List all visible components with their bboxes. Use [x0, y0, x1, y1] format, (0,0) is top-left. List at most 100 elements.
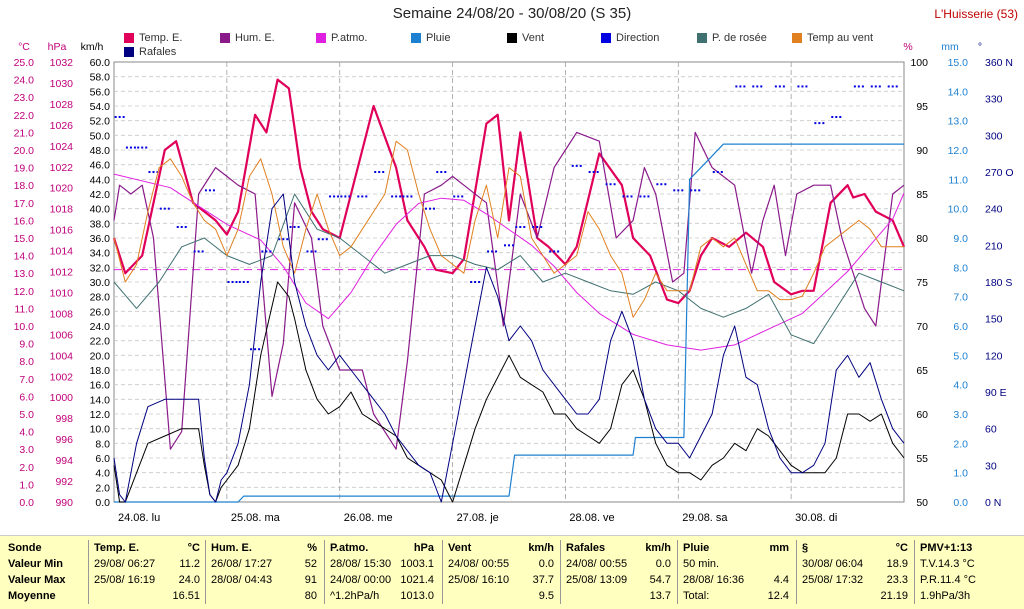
rain-axis-tick-label: 10.0	[948, 204, 969, 216]
direction-point	[436, 171, 438, 173]
direction-point	[677, 189, 679, 191]
direction-point	[168, 208, 170, 210]
direction-point	[801, 85, 803, 87]
direction-point	[580, 165, 582, 167]
legend-label: Vent	[522, 32, 544, 44]
direction-point	[854, 85, 856, 87]
direction-point	[315, 250, 317, 252]
rain-axis-tick-label: 1.0	[953, 468, 968, 480]
wind-axis-tick-label: 42.0	[90, 189, 111, 201]
stats-header-sonde: Sonde	[8, 540, 88, 556]
rain-axis-tick-label: 3.0	[953, 409, 968, 421]
direction-point	[681, 189, 683, 191]
direction-point	[391, 195, 393, 197]
direction-point	[664, 183, 666, 185]
wind-axis-tick-label: 20.0	[90, 350, 111, 362]
direction-point	[491, 250, 493, 252]
direction-point	[239, 281, 241, 283]
legend-item: Rafales	[124, 46, 176, 58]
legend-swatch	[316, 33, 326, 43]
stat-r2-time: 28/08/ 16:36	[683, 574, 744, 586]
x-tick-label: 24.08. lu	[118, 512, 160, 524]
direction-point	[756, 85, 758, 87]
direction-point	[378, 171, 380, 173]
wind-axis-tick-label: 48.0	[90, 145, 111, 157]
wind-axis-tick-label: 34.0	[90, 248, 111, 260]
rain-axis-tick-label: 4.0	[953, 380, 968, 392]
stat-min: 52	[305, 556, 317, 572]
stat-pmv-line1: T.V.14.3 °C	[920, 556, 1020, 572]
direction-point	[115, 116, 117, 118]
direction-point	[205, 189, 207, 191]
direction-point	[474, 281, 476, 283]
x-tick-label: 27.08. je	[457, 512, 499, 524]
legend-label: P.atmo.	[331, 32, 368, 44]
pressure-axis-tick-label: 1006	[50, 329, 74, 341]
direction-point	[495, 250, 497, 252]
pressure-axis-tick-label: 1022	[50, 162, 74, 174]
pressure-axis-tick-label: 1032	[50, 57, 74, 69]
temp-axis-tick-label: 18.0	[14, 180, 35, 192]
pressure-axis-tick-label: 1020	[50, 183, 74, 195]
direction-point	[399, 195, 401, 197]
direction-point	[896, 85, 898, 87]
direction-axis-tick-label: 60	[985, 424, 997, 436]
rain-axis-tick-label: 15.0	[948, 57, 969, 69]
legend-label: Hum. E.	[235, 32, 275, 44]
wind-axis-tick-label: 58.0	[90, 72, 111, 84]
wind-axis-tick-label: 18.0	[90, 365, 111, 377]
direction-unit: °	[978, 41, 982, 53]
legend-label: Direction	[616, 32, 659, 44]
temp-axis-tick-label: 21.0	[14, 127, 35, 139]
direction-point	[805, 85, 807, 87]
stats-pmv: PMV+1:13 T.V.14.3 °C P.R.11.4 °C 1.9hPa/…	[920, 540, 1020, 606]
direction-point	[209, 189, 211, 191]
rain-axis-tick-label: 6.0	[953, 321, 968, 333]
direction-point	[631, 195, 633, 197]
stat-unit: km/h	[645, 540, 671, 556]
stats-divider	[88, 540, 89, 604]
direction-point	[839, 116, 841, 118]
temp-axis-tick-label: 6.0	[19, 391, 34, 403]
temp-axis-tick-label: 9.0	[19, 339, 34, 351]
stats-divider	[324, 540, 325, 604]
stat-max-time: 24/08/ 00:00	[330, 574, 391, 586]
direction-point	[261, 250, 263, 252]
humidity-axis-tick-label: 90	[916, 145, 928, 157]
stat-max: 54.7	[650, 572, 671, 588]
legend-swatch	[601, 33, 611, 43]
legend-label: Temp au vent	[807, 32, 873, 44]
legend-item: Pluie	[411, 32, 450, 44]
stats-header-min: Valeur Min	[8, 556, 88, 572]
direction-point	[126, 147, 128, 149]
temp-axis-tick-label: 14.0	[14, 251, 35, 263]
direction-point	[374, 171, 376, 173]
direction-point	[382, 171, 384, 173]
stat-r2: 4.4	[774, 572, 789, 588]
direction-point	[254, 348, 256, 350]
direction-point	[690, 189, 692, 191]
legend-swatch	[124, 33, 134, 43]
direction-axis-tick-label: 0 N	[985, 497, 1001, 509]
stat-min-time: 26/08/ 17:27	[211, 558, 272, 570]
direction-point	[119, 116, 121, 118]
wind-axis-tick-label: 16.0	[90, 380, 111, 392]
legend-label: Pluie	[426, 32, 450, 44]
direction-point	[717, 171, 719, 173]
direction-point	[322, 238, 324, 240]
direction-point	[228, 281, 230, 283]
rain-axis-tick-label: 8.0	[953, 262, 968, 274]
stat-min: 18.9	[887, 556, 908, 572]
direction-point	[735, 85, 737, 87]
direction-axis-tick-label: 90 E	[985, 387, 1007, 399]
temp-axis-tick-label: 7.0	[19, 374, 34, 386]
direction-axis-tick-label: 210	[985, 240, 1003, 252]
temp-axis-tick-label: 22.0	[14, 110, 35, 122]
legend-label: Temp. E.	[139, 32, 182, 44]
direction-point	[160, 208, 162, 210]
wind-axis-tick-label: 32.0	[90, 262, 111, 274]
temp-axis-tick-label: 15.0	[14, 233, 35, 245]
direction-axis-tick-label: 180 S	[985, 277, 1012, 289]
direction-point	[589, 171, 591, 173]
stats-s: § °C 30/08/ 06:04 18.9 25/08/ 17:32 23.3 21…	[802, 540, 908, 606]
